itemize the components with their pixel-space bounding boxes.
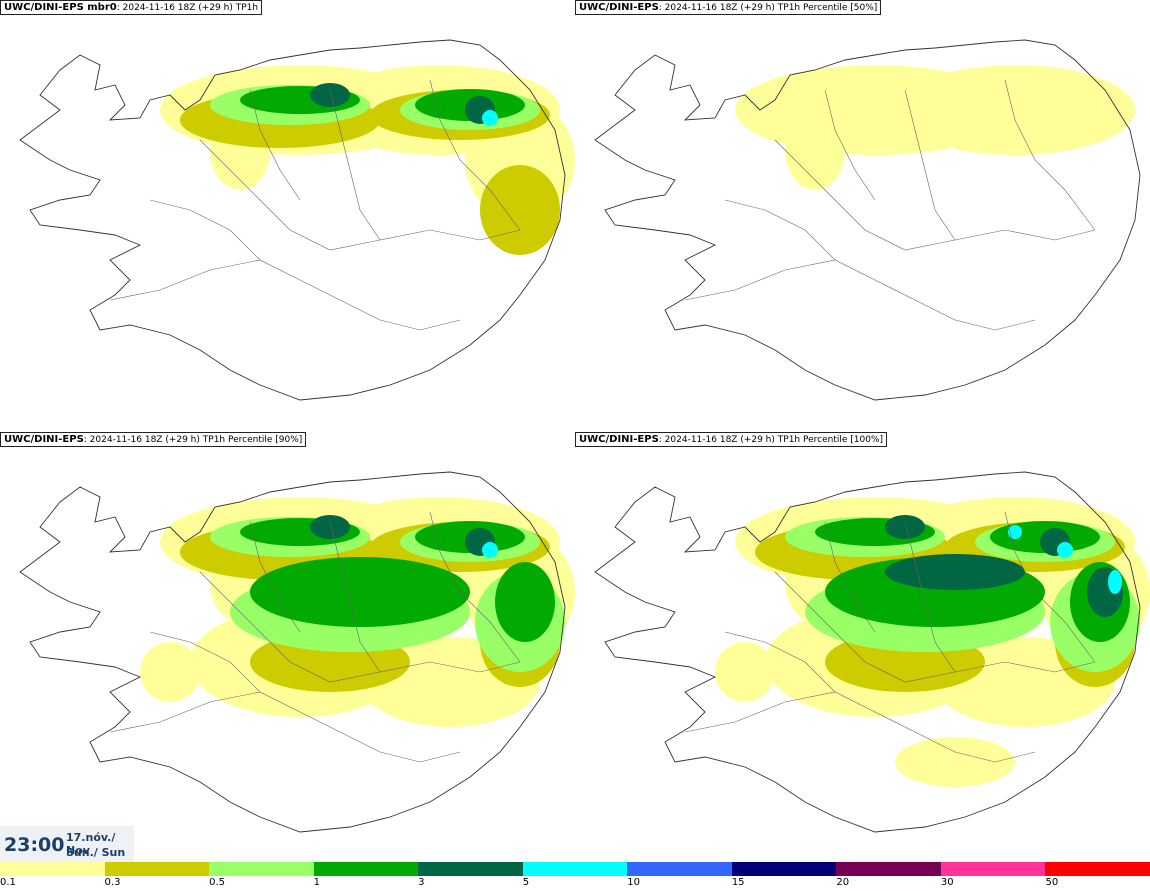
panel-title: UWC/DINI-EPS mbr0: 2024-11-16 18Z (+29 h… — [0, 0, 263, 15]
map-panel-p90: UWC/DINI-EPS: 2024-11-16 18Z (+29 h) TP1… — [0, 432, 575, 862]
coastline — [594, 471, 1141, 833]
legend-swatch — [1045, 862, 1150, 876]
precip-area — [785, 110, 845, 190]
legend-swatch — [209, 862, 315, 876]
road-line — [774, 139, 1096, 251]
legend-tick-label: 0.5 — [209, 877, 225, 888]
road-line — [1004, 511, 1096, 663]
precip-area — [140, 642, 200, 702]
legend-swatch — [731, 862, 837, 876]
road-line — [724, 199, 836, 261]
precip-area — [482, 110, 498, 126]
precip-area — [1008, 525, 1022, 539]
road-line — [1004, 79, 1096, 231]
legend-tick-label: 50 — [1045, 877, 1059, 888]
coastline — [19, 39, 566, 401]
road-line — [329, 89, 381, 241]
precipitation-map — [594, 471, 1150, 833]
road-line — [199, 139, 521, 251]
road-line — [149, 199, 261, 261]
panel-title: UWC/DINI-EPS: 2024-11-16 18Z (+29 h) TP1… — [0, 432, 307, 447]
precip-area — [250, 557, 470, 627]
legend-swatch — [627, 862, 733, 876]
legend-swatch — [940, 862, 1046, 876]
valid-time: 23:00 — [4, 834, 65, 856]
road-line — [429, 511, 521, 663]
precip-area — [885, 554, 1025, 590]
legend-tick-label: 3 — [418, 877, 425, 888]
legend-swatch — [522, 862, 628, 876]
road-line — [684, 691, 1036, 763]
map-panel-p100: UWC/DINI-EPS: 2024-11-16 18Z (+29 h) TP1… — [575, 432, 1150, 862]
road-line — [429, 79, 521, 231]
road-line — [774, 571, 1096, 683]
legend-tick-label: 10 — [627, 877, 640, 888]
valid-time-box: 23:00 17.nóv./ Nov Sun./ Sun — [0, 826, 134, 862]
precip-area — [895, 65, 1135, 155]
precip-area — [482, 542, 498, 558]
legend-tick-label: 30 — [940, 877, 954, 888]
legend-tick-label: 5 — [522, 877, 530, 888]
legend-swatch — [313, 862, 419, 876]
precip-area — [885, 515, 925, 539]
valid-day: Sun./ Sun — [66, 846, 126, 859]
road-line — [149, 631, 261, 693]
coastline — [19, 471, 566, 833]
precip-area — [895, 737, 1015, 787]
road-line — [904, 521, 956, 673]
road-line — [199, 571, 521, 683]
precip-area — [1057, 542, 1073, 558]
road-line — [329, 521, 381, 673]
legend-swatch — [104, 862, 210, 876]
precip-area — [715, 642, 775, 702]
precip-area — [310, 515, 350, 539]
road-line — [824, 521, 876, 633]
map-panel-p50: UWC/DINI-EPS: 2024-11-16 18Z (+29 h) TP1… — [575, 0, 1150, 430]
precipitation-map — [594, 39, 1141, 401]
precipitation-map — [19, 471, 575, 833]
panel-title: UWC/DINI-EPS: 2024-11-16 18Z (+29 h) TP1… — [575, 432, 888, 447]
road-line — [109, 691, 461, 763]
precip-area — [310, 83, 350, 107]
precipitation-map — [19, 39, 575, 401]
road-line — [249, 521, 301, 633]
precip-area — [480, 165, 560, 255]
road-line — [824, 89, 876, 201]
coastline — [594, 39, 1141, 401]
legend-swatch — [418, 862, 524, 876]
panel-title: UWC/DINI-EPS: 2024-11-16 18Z (+29 h) TP1… — [575, 0, 882, 15]
legend-tick-label: 1 — [313, 877, 320, 888]
road-line — [684, 259, 1036, 331]
legend-tick-label: 0.1 — [0, 877, 16, 888]
road-line — [904, 89, 956, 241]
legend-tick-label: 0.3 — [104, 877, 121, 888]
road-line — [109, 259, 461, 331]
valid-date: 17.nóv./ Nov — [66, 831, 116, 857]
precipitation-color-legend: 0.1 0.3 0.5 1 3 5 10 15 20 30 50 — [0, 862, 1150, 891]
road-line — [724, 631, 836, 693]
legend-swatch — [836, 862, 942, 876]
legend-swatch — [0, 862, 105, 876]
legend-tick-label: 20 — [836, 877, 850, 888]
road-line — [249, 89, 301, 201]
precip-area — [495, 562, 555, 642]
precip-area — [1108, 570, 1122, 594]
legend-tick-label: 15 — [731, 877, 745, 888]
map-panel-mbr0: UWC/DINI-EPS mbr0: 2024-11-16 18Z (+29 h… — [0, 0, 575, 430]
